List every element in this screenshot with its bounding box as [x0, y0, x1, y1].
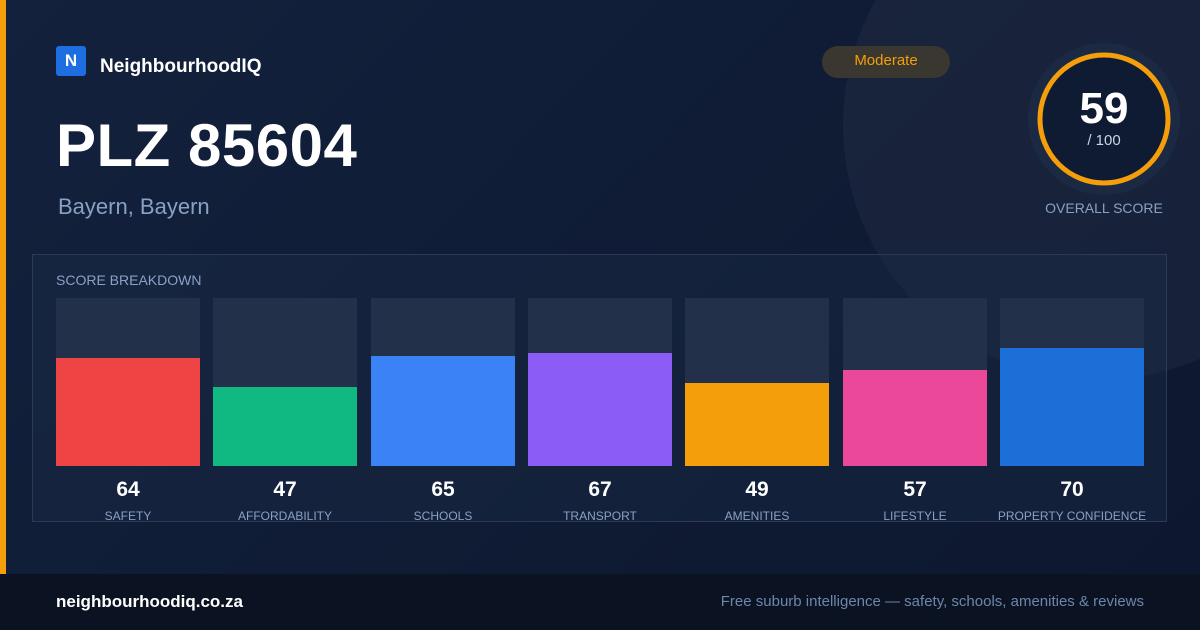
- bar-label: LIFESTYLE: [883, 509, 947, 523]
- bar-track: [1000, 298, 1144, 466]
- footer-url: neighbourhoodiq.co.za: [56, 592, 243, 611]
- bar-value: 64: [116, 478, 140, 501]
- rating-badge-label: Moderate: [854, 52, 918, 69]
- accent-bar: [0, 0, 6, 574]
- bar-track: [528, 298, 672, 466]
- score-bar-affordability: 47 AFFORDABILITY: [213, 298, 357, 524]
- bar-fill: [371, 356, 515, 466]
- overall-score-value: 59: [1079, 84, 1129, 133]
- bar-value: 65: [431, 478, 455, 501]
- bar-fill: [1000, 348, 1144, 466]
- score-bar-transport: 67 TRANSPORT: [528, 298, 672, 524]
- bar-label: TRANSPORT: [563, 509, 637, 523]
- bar-fill: [56, 358, 200, 466]
- brand-name: NeighbourhoodIQ: [100, 56, 262, 77]
- logo-icon: N: [56, 46, 86, 76]
- footer-tagline: Free suburb intelligence — safety, schoo…: [720, 593, 1144, 610]
- score-bar-lifestyle: 57 LIFESTYLE: [843, 298, 987, 524]
- bar-track: [56, 298, 200, 466]
- overall-score-caption: OVERALL SCORE: [1045, 200, 1163, 216]
- page-title: PLZ 85604: [56, 112, 358, 179]
- bar-value: 57: [903, 478, 927, 501]
- bar-label: SCHOOLS: [413, 509, 473, 523]
- bar-label: AFFORDABILITY: [237, 509, 332, 523]
- score-bar-safety: 64 SAFETY: [56, 298, 200, 524]
- overall-score-denominator: / 100: [1087, 132, 1121, 149]
- overall-score-ring: [1028, 43, 1180, 195]
- bar-track: [371, 298, 515, 466]
- bar-fill: [685, 383, 829, 466]
- bar-fill: [213, 387, 357, 466]
- bar-label: SAFETY: [104, 509, 152, 523]
- bar-fill: [528, 353, 672, 466]
- bar-fill: [843, 370, 987, 466]
- bar-label: AMENITIES: [724, 509, 790, 523]
- bar-value: 67: [588, 478, 612, 501]
- rating-badge: Moderate: [822, 46, 950, 78]
- bar-track: [213, 298, 357, 466]
- location-subtitle: Bayern, Bayern: [58, 194, 210, 219]
- score-bar-property-confidence: 70 PROPERTY CONFIDENCE: [998, 298, 1146, 524]
- score-breakdown-title: SCORE BREAKDOWN: [56, 272, 202, 288]
- score-bar-amenities: 49 AMENITIES: [685, 298, 829, 524]
- bar-value: 47: [273, 478, 297, 501]
- bar-label: PROPERTY CONFIDENCE: [997, 509, 1147, 523]
- bar-track: [843, 298, 987, 466]
- score-ring-track: [1037, 52, 1171, 186]
- footer: [0, 574, 1200, 630]
- score-bar-schools: 65 SCHOOLS: [371, 298, 515, 524]
- bar-value: 70: [1060, 478, 1084, 501]
- bar-value: 49: [745, 478, 769, 501]
- bar-track: [685, 298, 829, 466]
